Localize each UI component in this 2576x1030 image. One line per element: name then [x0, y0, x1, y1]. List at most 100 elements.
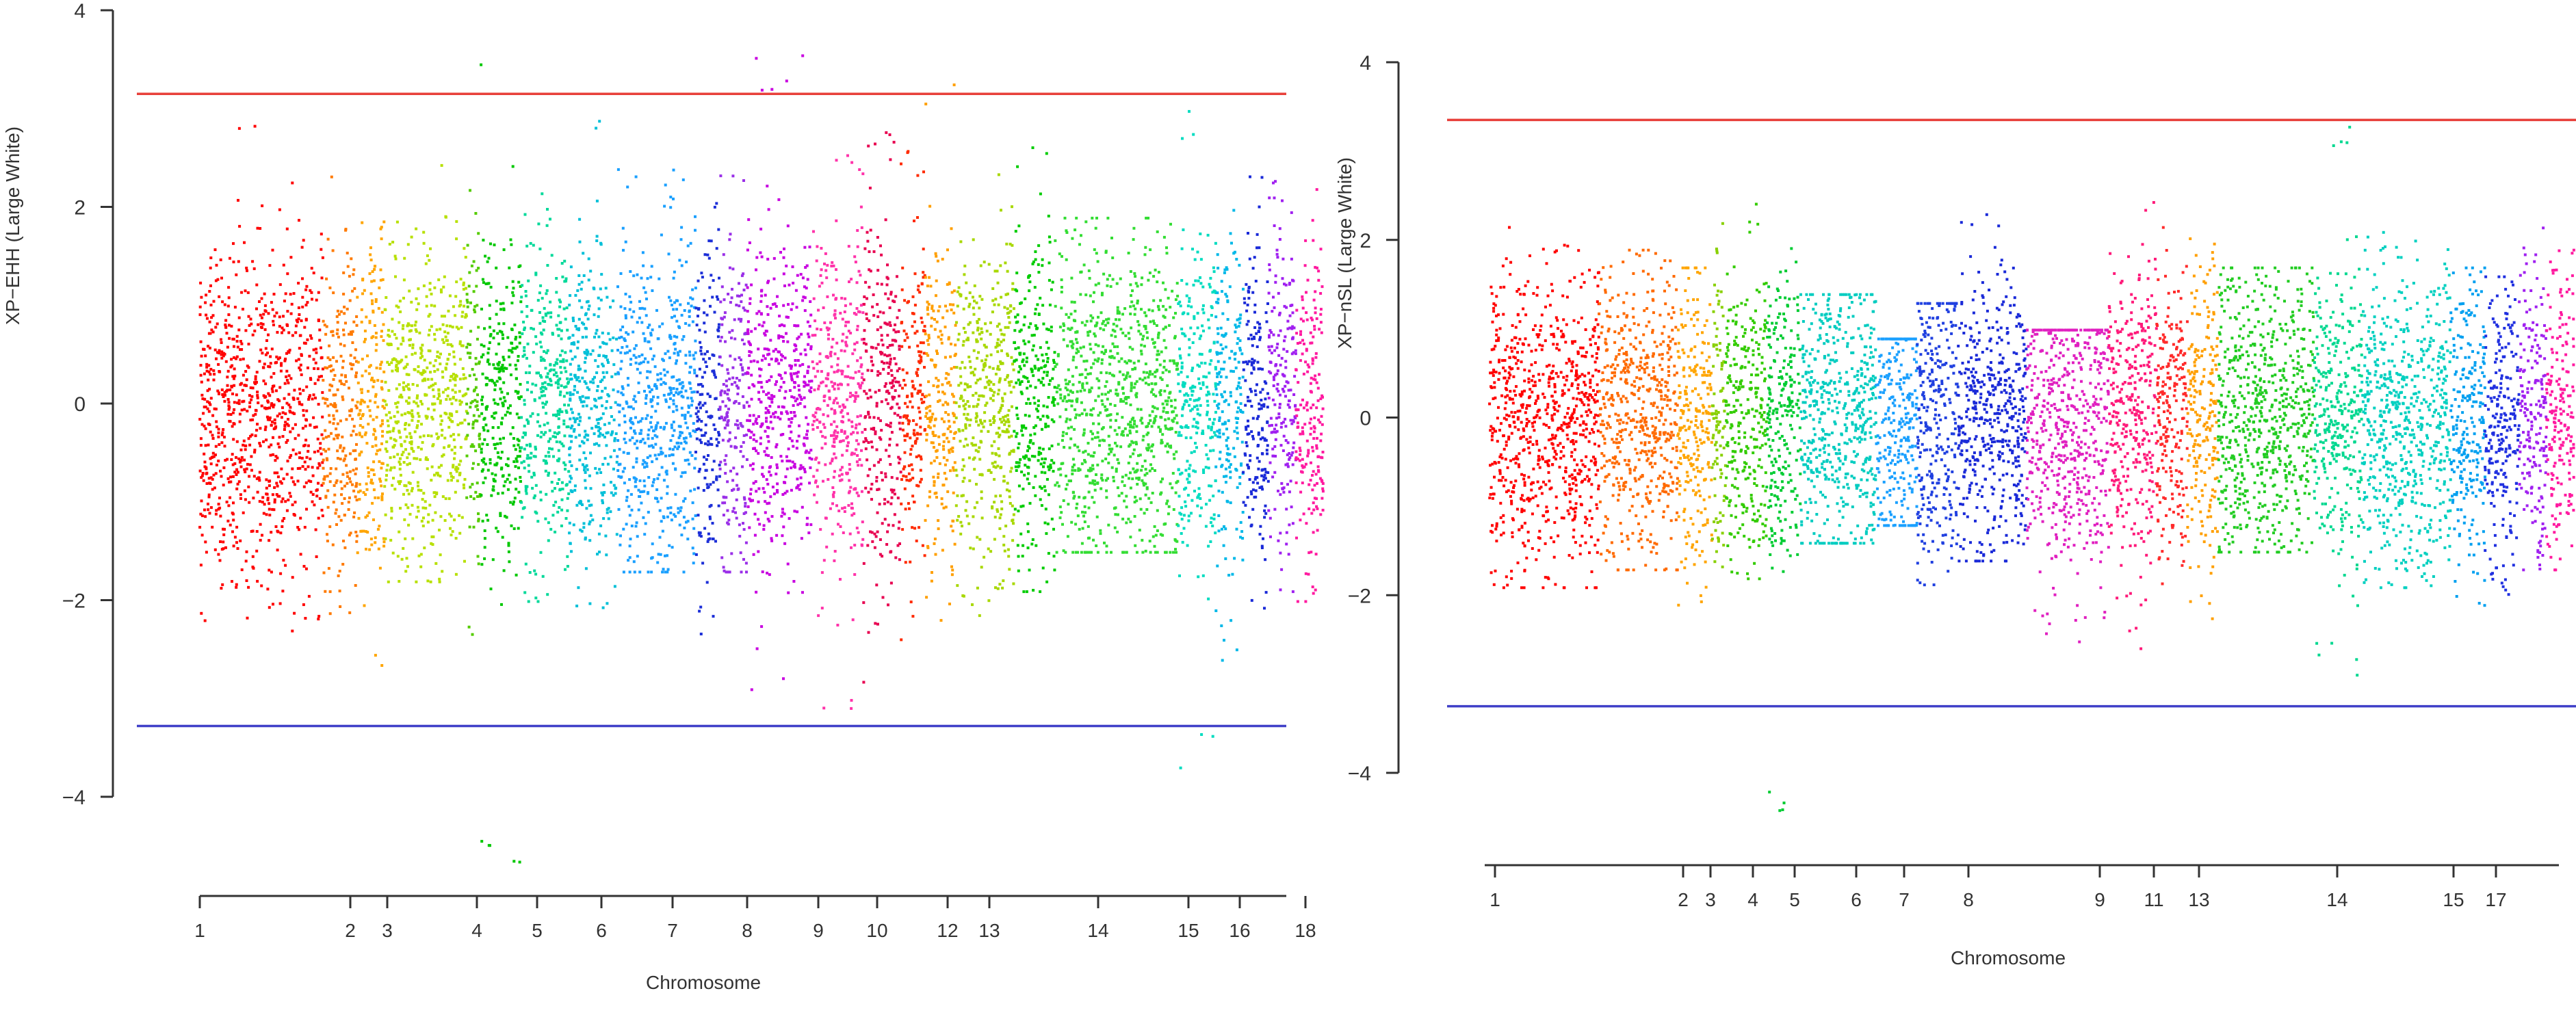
data-point — [893, 492, 896, 496]
data-point — [348, 452, 352, 455]
data-point — [208, 346, 211, 349]
data-point — [854, 488, 857, 491]
data-point — [653, 453, 657, 457]
data-point — [862, 681, 866, 684]
data-point — [623, 307, 627, 311]
data-point — [745, 433, 749, 436]
data-point — [907, 464, 911, 467]
data-point — [708, 537, 712, 540]
data-point — [805, 436, 809, 440]
data-point — [278, 399, 281, 403]
data-point — [628, 295, 632, 298]
data-point — [453, 518, 456, 522]
data-point — [432, 388, 434, 391]
data-point — [316, 449, 320, 453]
data-point — [874, 622, 877, 625]
data-point — [231, 425, 234, 428]
data-point — [876, 622, 879, 626]
data-point — [883, 385, 887, 388]
data-point — [251, 566, 255, 568]
data-point — [337, 515, 341, 518]
data-point — [329, 467, 333, 470]
data-point — [883, 362, 886, 365]
data-point — [626, 351, 629, 354]
data-point — [508, 349, 511, 352]
data-point — [222, 436, 226, 439]
data-point — [315, 425, 318, 429]
data-point — [211, 477, 214, 481]
data-point — [293, 412, 296, 415]
data-point — [245, 579, 248, 582]
data-point — [634, 480, 637, 484]
data-point — [419, 399, 423, 403]
data-point — [521, 516, 524, 519]
data-point — [777, 362, 781, 365]
data-point — [755, 312, 759, 315]
data-point — [413, 323, 417, 327]
data-point — [580, 529, 584, 533]
data-point — [436, 368, 439, 371]
data-point — [441, 570, 444, 573]
data-point — [772, 412, 775, 415]
data-point — [816, 369, 820, 373]
data-point — [842, 404, 845, 407]
data-point — [666, 507, 670, 510]
data-point — [287, 499, 290, 501]
data-point — [489, 587, 493, 591]
data-point — [468, 374, 471, 378]
data-point — [758, 523, 762, 526]
data-point — [576, 346, 580, 349]
data-point — [336, 457, 339, 460]
data-point — [486, 358, 490, 362]
data-point — [798, 388, 801, 392]
data-point — [577, 274, 581, 277]
data-point — [764, 411, 768, 414]
data-point — [807, 380, 811, 383]
data-point — [655, 386, 658, 390]
data-point — [865, 349, 868, 353]
data-point — [601, 499, 604, 502]
data-point — [532, 471, 536, 475]
data-point — [312, 272, 315, 275]
data-point — [669, 512, 673, 514]
data-point — [898, 427, 902, 431]
data-point — [726, 421, 729, 424]
data-point — [537, 222, 541, 226]
data-point — [570, 477, 573, 480]
data-point — [531, 486, 534, 490]
data-point — [837, 510, 841, 512]
data-point — [330, 432, 333, 435]
data-point — [206, 407, 209, 410]
data-point — [510, 302, 514, 304]
data-point — [243, 241, 246, 244]
data-point — [666, 568, 670, 571]
data-point — [753, 359, 756, 362]
data-point — [802, 295, 805, 299]
data-point — [595, 239, 599, 242]
data-point — [740, 570, 743, 574]
data-point — [393, 333, 396, 336]
data-point — [264, 347, 268, 350]
data-point — [730, 296, 733, 300]
data-point — [786, 316, 790, 319]
data-point — [425, 456, 428, 460]
data-point — [279, 572, 283, 575]
data-point — [569, 446, 572, 449]
data-point — [339, 446, 342, 449]
data-point — [364, 369, 367, 373]
data-point — [889, 581, 893, 585]
data-point — [894, 556, 898, 559]
data-point — [893, 412, 896, 415]
data-point — [618, 423, 621, 427]
data-point — [831, 445, 835, 448]
data-point — [283, 425, 287, 428]
data-point — [262, 512, 265, 515]
data-point — [487, 256, 491, 260]
data-point — [830, 408, 833, 410]
data-point — [257, 401, 260, 404]
data-point — [200, 354, 203, 358]
data-point — [707, 454, 710, 457]
data-point — [724, 340, 727, 343]
data-point — [549, 379, 553, 382]
data-point — [244, 559, 248, 563]
